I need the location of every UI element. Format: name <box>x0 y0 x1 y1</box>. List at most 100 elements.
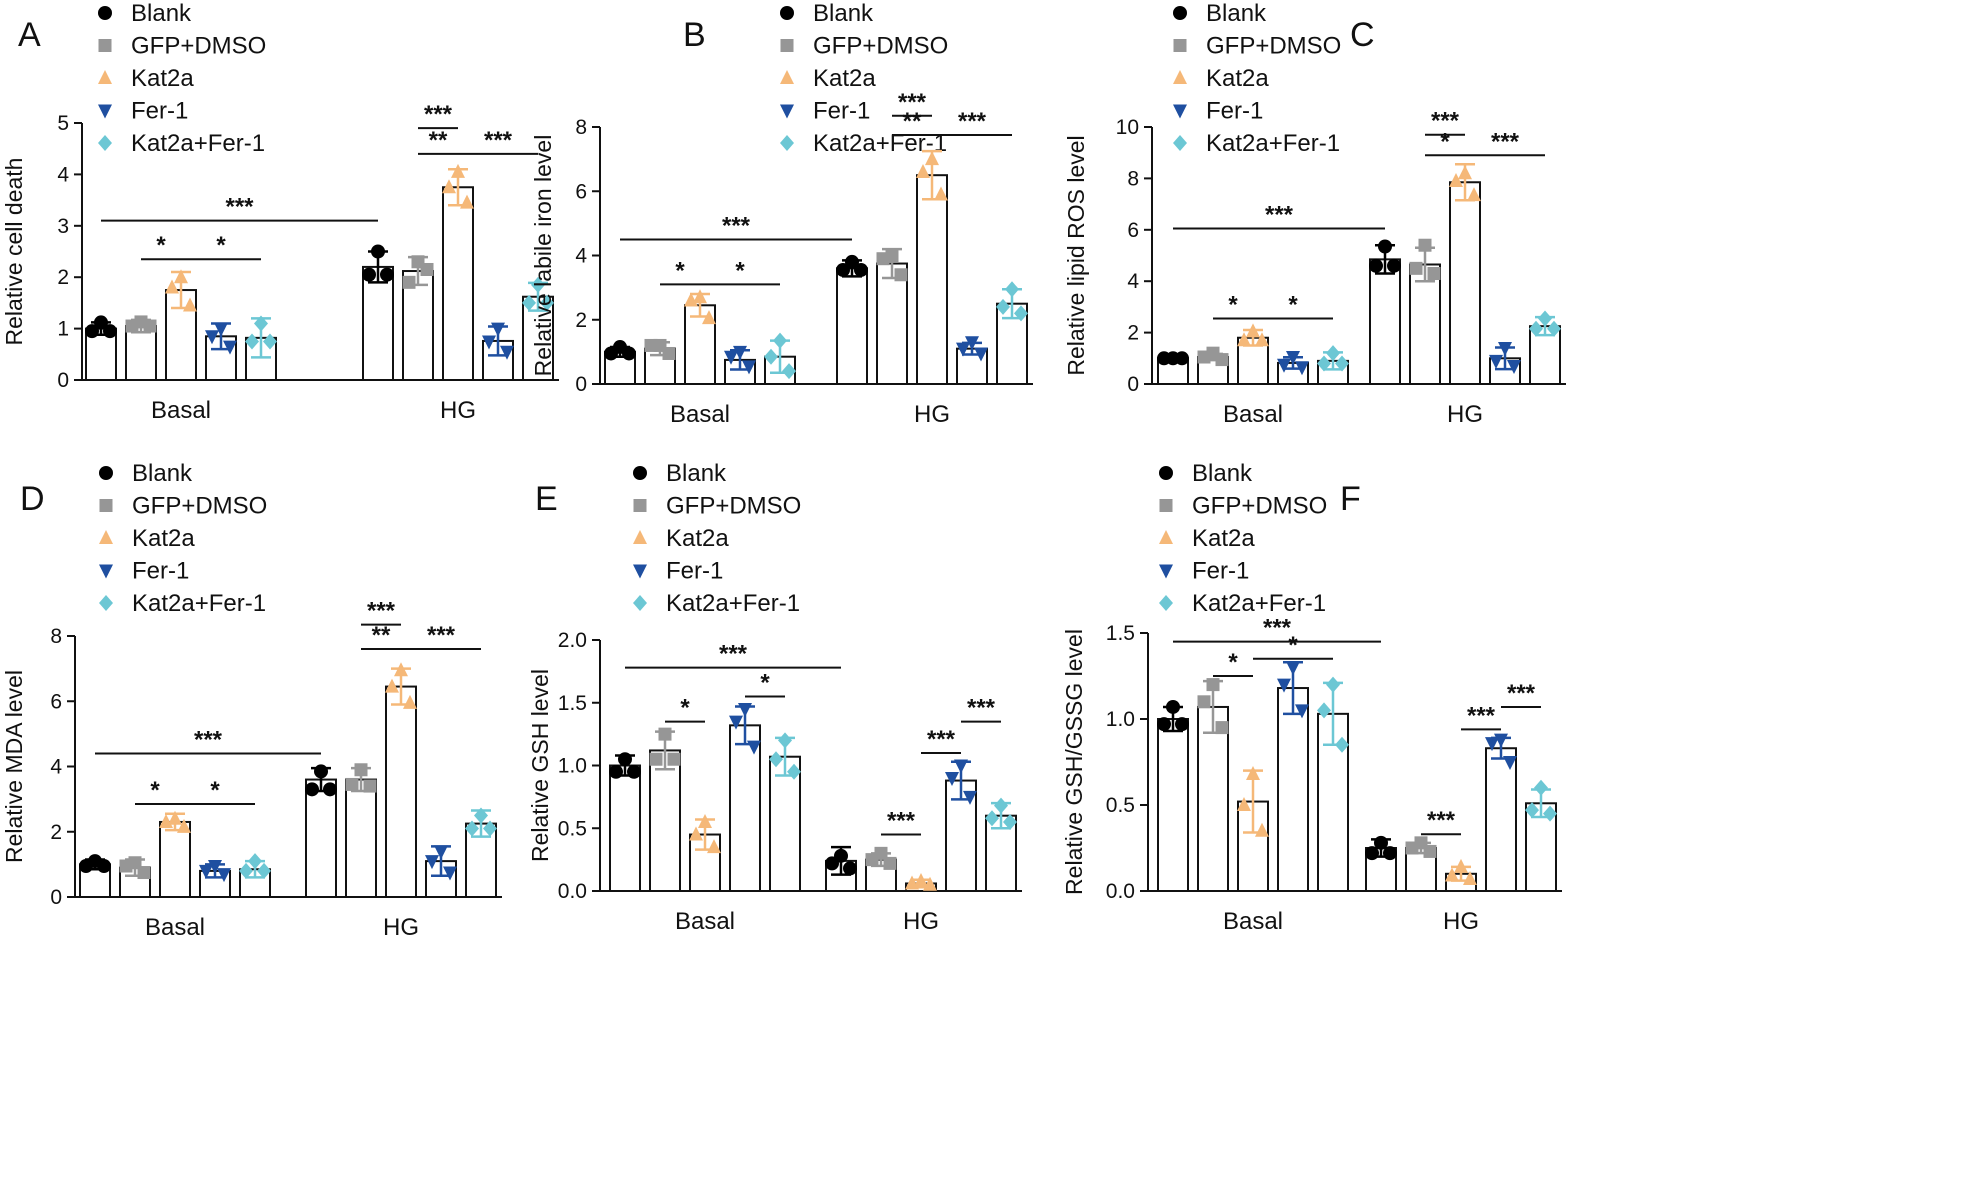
legend-marker-kat2a-fer-1 <box>1159 595 1173 611</box>
significance-label: * <box>680 695 690 722</box>
legend-marker-gfp-dmso <box>780 39 794 52</box>
data-point-blank <box>1378 239 1392 254</box>
legend-marker-kat2a-fer-1 <box>98 135 112 151</box>
data-point-blank <box>362 267 376 282</box>
data-point-kat2a <box>394 662 408 677</box>
y-tick-label: 5 <box>57 112 69 135</box>
data-point-blank <box>1157 717 1171 732</box>
data-point-kat2a-fer-1 <box>1547 320 1561 337</box>
significance-label: * <box>216 232 226 259</box>
group-label: Basal <box>1223 401 1283 428</box>
legend: Blank GFP+DMSO Kat2a Fer-1 Kat2a+Fer-1 <box>98 0 266 157</box>
significance-label: * <box>760 669 770 696</box>
data-point-kat2a-fer-1 <box>1326 345 1340 362</box>
data-point-kat2a <box>403 694 417 709</box>
legend-marker-blank <box>1159 466 1173 480</box>
data-point-gfp-dmso <box>662 346 676 360</box>
data-point-kat2a <box>1467 187 1481 202</box>
data-point-gfp-dmso <box>137 866 151 880</box>
data-point-kat2a-fer-1 <box>522 294 536 311</box>
data-point-blank <box>627 764 641 779</box>
legend-marker-kat2a <box>99 530 113 544</box>
legend-label: Kat2a <box>132 525 195 552</box>
data-point-blank <box>1374 835 1388 850</box>
significance-label: ** <box>372 622 391 649</box>
y-tick-label: 0 <box>57 369 69 392</box>
y-axis-label: Relative lipid ROS level <box>1063 135 1089 375</box>
data-point-fer-1 <box>1295 361 1309 376</box>
y-axis: 0 1 2 3 4 5 <box>57 112 83 392</box>
y-tick-label: 2 <box>50 821 62 844</box>
data-point-kat2a-fer-1 <box>773 332 787 349</box>
y-tick-label: 1 <box>57 318 69 341</box>
y-tick-label: 2 <box>1127 322 1139 345</box>
data-point-gfp-dmso <box>865 853 879 867</box>
data-point-kat2a <box>442 179 456 194</box>
group-label: HG <box>903 908 939 935</box>
data-point-kat2a <box>460 194 474 209</box>
data-point-blank <box>825 856 839 871</box>
panel-A: A Blank GFP+DMSO Kat2a Fer-1 Kat2a+Fer-1 0 1 2 3 4… <box>1 0 559 424</box>
data-point-kat2a-fer-1 <box>257 862 271 879</box>
data-point-kat2a-fer-1 <box>1538 310 1552 327</box>
significance-label: *** <box>722 212 751 239</box>
data-point-blank <box>97 859 111 874</box>
legend-label: Kat2a+Fer-1 <box>666 590 800 617</box>
data-point-blank <box>1175 717 1189 732</box>
bar-kat2a <box>159 820 191 899</box>
y-tick-label: 6 <box>1127 219 1139 242</box>
legend-label: Blank <box>131 0 192 27</box>
data-point-kat2a <box>914 872 928 887</box>
bar-kat2a-fer-1 <box>769 755 801 893</box>
significance-label: * <box>210 777 220 804</box>
group-label: Basal <box>151 397 211 424</box>
significance-label: *** <box>967 695 996 722</box>
panel-B: BBlankGFP+DMSOKat2aFer-1Kat2a+Fer-102468… <box>530 0 1033 428</box>
group-label: HG <box>1443 908 1479 935</box>
data-point-blank <box>323 782 337 797</box>
group-label: Basal <box>145 914 205 941</box>
significance-label: *** <box>194 726 223 753</box>
significance-label: *** <box>427 622 456 649</box>
significance-label: * <box>1228 291 1238 318</box>
data-point-kat2a-fer-1 <box>769 751 783 768</box>
bar-blank <box>1157 718 1189 892</box>
data-point-gfp-dmso <box>1197 350 1211 364</box>
y-tick-label: 1.0 <box>1106 708 1135 731</box>
y-tick-label: 0 <box>50 886 62 909</box>
significance-label: *** <box>898 89 927 116</box>
panel-D: D Blank GFP+DMSO Kat2a Fer-1 Kat2a+Fer-1 0 2 4 6 8… <box>1 460 502 941</box>
significance-label: * <box>1440 128 1450 155</box>
significance-label: * <box>1288 632 1298 659</box>
y-axis: 0 2 4 6 8 <box>575 116 601 396</box>
data-point-kat2a-fer-1 <box>540 294 554 311</box>
y-tick-label: 2.0 <box>558 629 587 652</box>
data-point-gfp-dmso <box>644 338 658 352</box>
data-point-gfp-dmso <box>1215 721 1229 735</box>
data-point-kat2a-fer-1 <box>778 732 792 749</box>
bar-blank <box>836 267 868 386</box>
data-point-fer-1 <box>217 868 231 883</box>
legend-marker-gfp-dmso <box>1159 499 1173 512</box>
data-point-fer-1 <box>205 330 219 345</box>
data-point-gfp-dmso <box>1409 261 1423 275</box>
data-point-fer-1 <box>954 759 968 774</box>
significance-label: *** <box>958 108 987 135</box>
legend-marker-kat2a <box>633 530 647 544</box>
data-point-fer-1 <box>729 715 743 730</box>
data-point-fer-1 <box>1498 342 1512 357</box>
data-point-blank <box>314 764 328 779</box>
data-point-blank <box>1383 846 1397 861</box>
y-axis: 0.0 0.5 1.0 1.5 <box>1106 622 1149 903</box>
data-point-kat2a <box>702 310 716 325</box>
data-point-kat2a <box>168 810 182 825</box>
legend-marker-fer-1 <box>1159 564 1173 579</box>
significance-label: *** <box>225 194 254 221</box>
data-point-fer-1 <box>742 360 756 375</box>
y-axis: 0 2 4 6 8 <box>50 625 76 909</box>
legend-label: GFP+DMSO <box>813 33 948 60</box>
significance-label: * <box>1288 291 1298 318</box>
data-point-gfp-dmso <box>345 777 359 791</box>
data-point-fer-1 <box>491 322 505 337</box>
significance-label: *** <box>1265 202 1294 229</box>
